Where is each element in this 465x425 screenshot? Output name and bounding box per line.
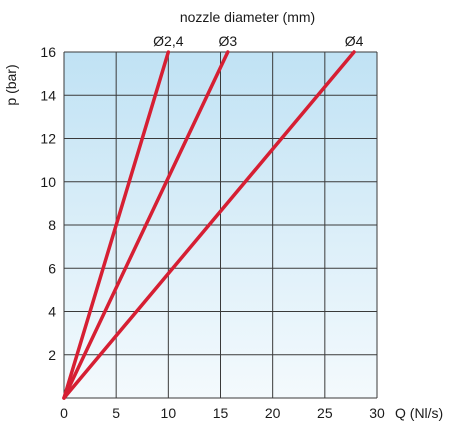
y-tick-label: 14: [40, 87, 56, 103]
series-lines: [62, 50, 356, 400]
x-tick-label: 30: [369, 405, 385, 421]
x-tick-label: 15: [213, 405, 229, 421]
series-label: Ø2,4: [153, 33, 184, 49]
y-tick-label: 4: [48, 304, 56, 320]
top-axis-title: nozzle diameter (mm): [180, 9, 315, 25]
x-tick-label: 0: [60, 405, 68, 421]
y-axis-ticks: 2 4 6 8 10 12 14 16: [40, 44, 56, 363]
y-tick-label: 12: [40, 131, 56, 147]
y-tick-label: 2: [48, 347, 56, 363]
y-tick-label: 6: [48, 260, 56, 276]
series-labels: Ø2,4 Ø3 Ø4: [153, 33, 363, 49]
y-tick-label: 10: [40, 174, 56, 190]
x-axis-title: Q (Nl/s): [395, 405, 443, 421]
series-label: Ø3: [218, 33, 237, 49]
series-label: Ø4: [345, 33, 364, 49]
x-axis-ticks: 0 5 10 15 20 25 30: [60, 405, 385, 421]
grid: [63, 51, 378, 399]
x-tick-label: 5: [112, 405, 120, 421]
x-tick-label: 10: [161, 405, 177, 421]
series-line: [62, 50, 356, 400]
x-tick-label: 20: [265, 405, 281, 421]
series-line: [62, 50, 230, 400]
series-line: [62, 50, 171, 400]
x-tick-label: 25: [317, 405, 333, 421]
y-axis-title: p (bar): [3, 64, 19, 105]
y-tick-label: 16: [40, 44, 56, 60]
y-tick-label: 8: [48, 217, 56, 233]
